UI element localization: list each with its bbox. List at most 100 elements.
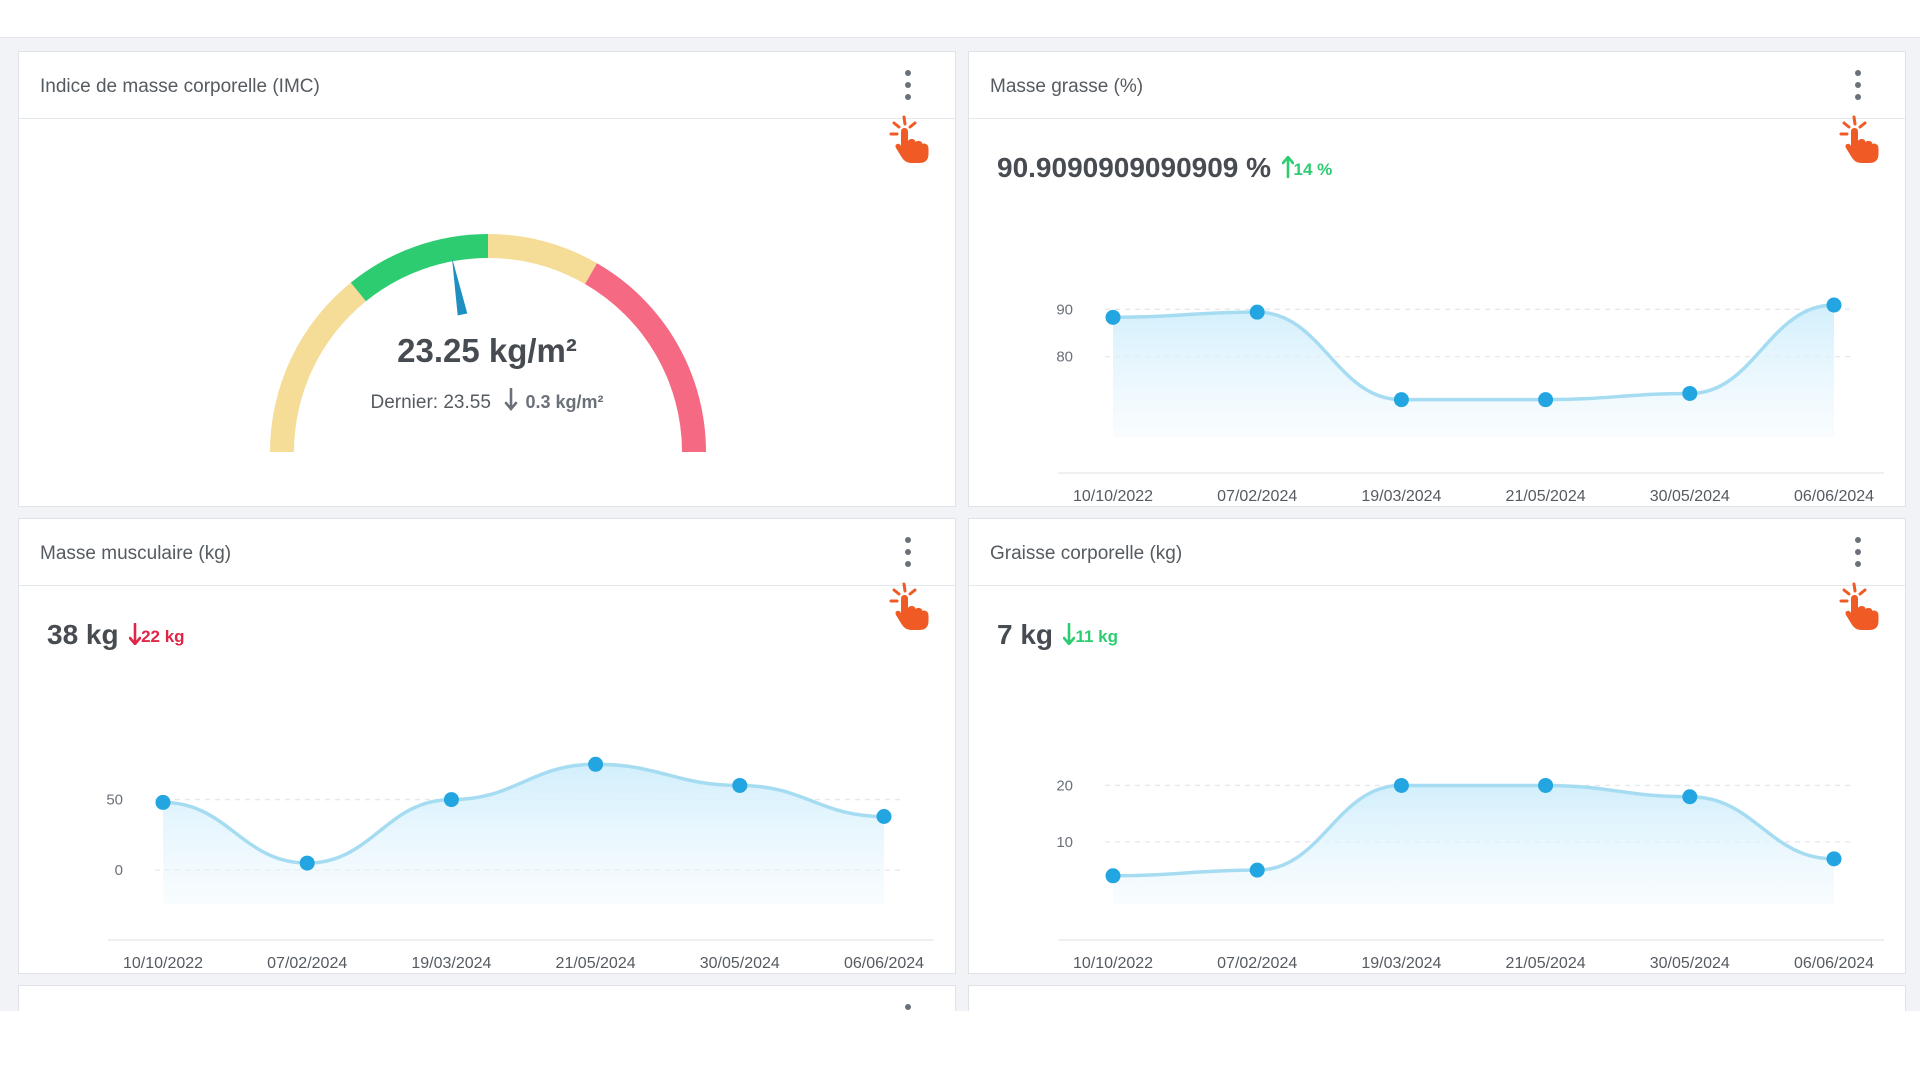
fat-percentage-chart: 80 90 10/10/2022 07/02/2024 19/03/2024 21/05/… xyxy=(1056,297,1884,505)
data-point[interactable] xyxy=(876,809,892,824)
y-tick-label: 90 xyxy=(1056,301,1073,318)
x-tick-label: 19/03/2024 xyxy=(1361,955,1441,972)
data-point[interactable] xyxy=(1249,862,1265,878)
kpi-value: 90.9090909090909 % xyxy=(997,152,1272,183)
kebab-vertical-icon[interactable] xyxy=(1852,537,1864,567)
series-area xyxy=(163,764,884,904)
card-header: Masse grasse (%) xyxy=(969,52,1905,163)
series-line xyxy=(162,762,885,865)
kebab-vertical-icon[interactable] xyxy=(902,70,914,100)
card-title: Indice de masse corporelle (IMC) xyxy=(40,76,320,97)
kebab-vertical-icon[interactable] xyxy=(1852,70,1864,100)
muscle-mass-card: Masse musculaire (kg) 38 kg 22 kg 0 50 10/… xyxy=(18,518,956,974)
series-area xyxy=(1113,785,1834,904)
x-tick-label: 07/02/2024 xyxy=(1217,488,1297,505)
kpi: 38 kg 22 kg xyxy=(47,619,185,651)
card-header: Graisse corporelle (kg) xyxy=(969,519,1905,630)
y-tick-label: 80 xyxy=(1056,349,1073,366)
x-tick-label: 30/05/2024 xyxy=(1650,955,1730,972)
imc-card: Indice de masse corporelle (IMC) 23.25 k… xyxy=(18,51,956,507)
pointer-hand-icon xyxy=(889,115,929,163)
body-fat-chart: 10 20 10/10/2022 07/02/2024 19/03/2024 21/05/… xyxy=(1056,777,1884,972)
y-tick-label: 0 xyxy=(115,862,123,879)
x-tick-label: 10/10/2022 xyxy=(123,955,203,972)
arrow-down-icon xyxy=(128,622,142,647)
gauge-value: 23.25 kg/m² xyxy=(397,332,577,369)
gauge-last-reading: Dernier: 23.55 0.3 kg/m² xyxy=(19,387,955,414)
gauge-zone xyxy=(488,234,597,284)
kpi-delta: 22 kg xyxy=(128,622,185,647)
x-tick-label: 30/05/2024 xyxy=(1650,488,1730,505)
data-point[interactable] xyxy=(443,792,459,808)
y-tick-label: 50 xyxy=(106,792,123,809)
bmi-gauge xyxy=(270,234,706,452)
gauge-zone xyxy=(350,234,488,302)
data-point[interactable] xyxy=(299,855,315,871)
next-card-right xyxy=(968,985,1906,1011)
arrow-down-icon xyxy=(1063,622,1076,647)
arrow-down-icon xyxy=(504,387,518,412)
x-tick-label: 07/02/2024 xyxy=(1217,955,1297,972)
x-tick-label: 06/06/2024 xyxy=(1794,488,1874,505)
kpi: 7 kg 11 kg xyxy=(997,619,1118,651)
data-point[interactable] xyxy=(1249,304,1265,320)
x-tick-label: 06/06/2024 xyxy=(844,955,924,972)
card-header: Masse musculaire (kg) xyxy=(19,519,955,630)
data-point[interactable] xyxy=(1682,789,1698,805)
x-tick-label: 21/05/2024 xyxy=(1506,955,1586,972)
kpi-delta-text: 14 % xyxy=(1293,160,1333,179)
x-tick-label: 30/05/2024 xyxy=(700,955,780,972)
kpi-value: 7 kg xyxy=(997,619,1054,650)
last-label: Dernier: 23.55 xyxy=(370,392,491,413)
series-line xyxy=(1112,783,1835,878)
dashboard-background: Indice de masse corporelle (IMC) 23.25 k… xyxy=(0,37,1920,1011)
pointer-hand-icon xyxy=(1839,115,1879,163)
muscle-mass-chart: 0 50 10/10/2022 07/02/2024 19/03/2024 21/05/2… xyxy=(106,756,934,972)
y-tick-label: 20 xyxy=(1056,777,1073,794)
next-card-left xyxy=(18,985,956,1011)
pointer-hand-icon xyxy=(1839,582,1879,630)
series-area xyxy=(1113,305,1834,437)
card-title: Masse musculaire (kg) xyxy=(40,543,232,564)
data-point[interactable] xyxy=(1393,392,1409,408)
x-tick-label: 07/02/2024 xyxy=(267,955,347,972)
x-tick-label: 10/10/2022 xyxy=(1073,488,1153,505)
x-tick-label: 10/10/2022 xyxy=(1073,955,1153,972)
last-delta: 0.3 kg/m² xyxy=(525,392,604,412)
series-line xyxy=(1112,303,1835,402)
card-header: Indice de masse corporelle (IMC) xyxy=(19,52,955,163)
data-point[interactable] xyxy=(1393,777,1409,793)
gauge-zone xyxy=(585,263,706,452)
y-tick-label: 10 xyxy=(1056,834,1073,851)
data-point[interactable] xyxy=(1826,851,1842,867)
kpi: 90.9090909090909 % 14 % xyxy=(997,152,1332,184)
data-point[interactable] xyxy=(1105,868,1121,884)
x-tick-label: 19/03/2024 xyxy=(411,955,491,972)
x-tick-label: 19/03/2024 xyxy=(1361,488,1441,505)
kebab-vertical-icon[interactable] xyxy=(902,1004,914,1011)
data-point[interactable] xyxy=(1538,777,1554,793)
data-point[interactable] xyxy=(1826,297,1842,313)
data-point[interactable] xyxy=(732,777,748,793)
data-point[interactable] xyxy=(155,794,171,810)
card-title: Graisse corporelle (kg) xyxy=(990,543,1183,564)
kpi-delta-text: 11 kg xyxy=(1075,627,1119,646)
kpi-delta: 11 kg xyxy=(1063,622,1119,647)
gauge-needle xyxy=(451,257,468,316)
pointer-hand-icon xyxy=(889,582,929,630)
arrow-up-icon xyxy=(1281,154,1294,179)
data-point[interactable] xyxy=(588,756,604,772)
data-point[interactable] xyxy=(1538,392,1554,408)
card-title: Masse grasse (%) xyxy=(990,76,1144,97)
gauge-zone xyxy=(270,282,366,452)
x-tick-label: 06/06/2024 xyxy=(1794,955,1874,972)
fat-percentage-card: Masse grasse (%) 90.9090909090909 % 14 %… xyxy=(968,51,1906,507)
kpi-delta-text: 22 kg xyxy=(141,627,185,646)
body-fat-card: Graisse corporelle (kg) 7 kg 11 kg 10 20 1… xyxy=(968,518,1906,974)
data-point[interactable] xyxy=(1105,309,1121,325)
kebab-vertical-icon[interactable] xyxy=(902,537,914,567)
kpi-delta: 14 % xyxy=(1281,154,1333,179)
x-tick-label: 21/05/2024 xyxy=(556,955,636,972)
x-tick-label: 21/05/2024 xyxy=(1506,488,1586,505)
data-point[interactable] xyxy=(1682,385,1698,401)
